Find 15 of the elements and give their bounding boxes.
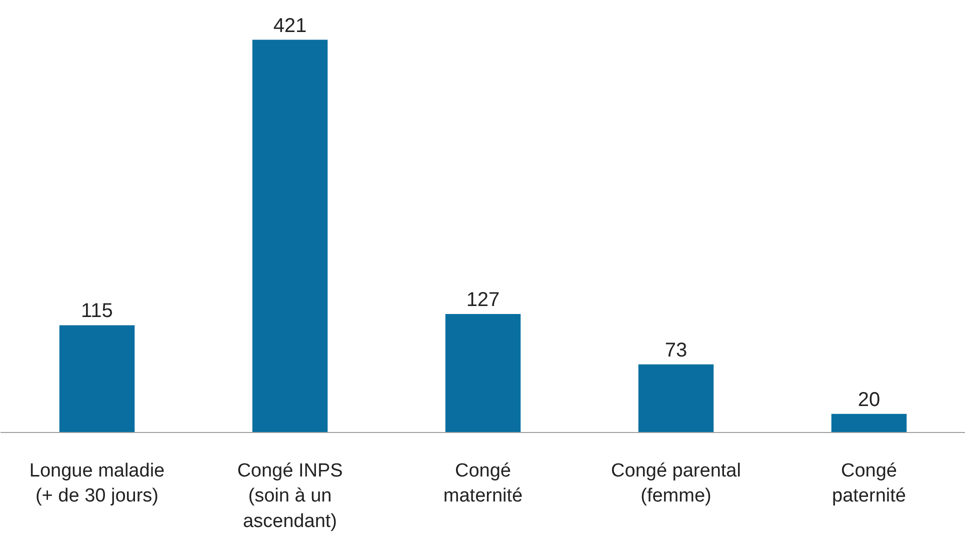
bar (59, 325, 135, 432)
x-tick-label: Congé parental (femme) (611, 460, 741, 507)
x-tick-label: Congé maternité (443, 460, 523, 507)
data-label: 115 (81, 300, 113, 322)
bar (252, 40, 328, 432)
data-label: 20 (858, 388, 880, 411)
bar (831, 414, 907, 432)
data-label: 127 (466, 289, 500, 312)
data-label: 421 (273, 14, 307, 37)
data-label: 73 (664, 339, 688, 362)
x-tick-label: Longue maladie (+ de 30 jours) (29, 460, 165, 507)
bar (445, 314, 521, 432)
bar (638, 364, 714, 432)
x-tick-label: Congé paternité (832, 460, 906, 507)
x-tick-label: Congé INPS (soin à un ascendant) (237, 460, 343, 532)
